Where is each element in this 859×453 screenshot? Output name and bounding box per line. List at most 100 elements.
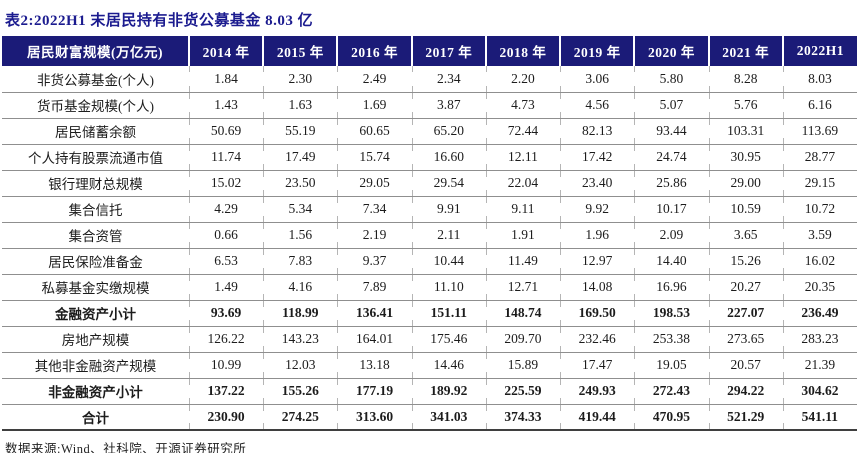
value-cell: 10.59 [708,196,783,223]
value-cell: 2.19 [337,222,412,249]
value-cell: 113.69 [782,118,857,145]
value-cell: 29.00 [708,170,783,197]
value-cell: 419.44 [560,404,635,431]
row-label: 其他非金融资产规模 [2,352,189,379]
value-cell: 3.59 [782,222,857,249]
row-label: 集合资管 [2,222,189,249]
value-cell: 2.20 [485,66,561,93]
value-cell: 209.70 [485,326,561,353]
value-cell: 82.13 [560,118,635,145]
value-cell: 1.96 [560,222,635,249]
value-cell: 283.23 [782,326,857,353]
value-cell: 225.59 [485,378,561,405]
value-cell: 30.95 [708,144,783,171]
value-cell: 1.69 [337,92,412,119]
row-label: 居民储蓄余额 [2,118,189,145]
value-cell: 155.26 [263,378,338,405]
col-header-year: 2018 年 [484,36,561,66]
value-cell: 470.95 [634,404,709,431]
value-cell: 304.62 [782,378,857,405]
row-label: 非货公募基金(个人) [2,66,189,93]
value-cell: 521.29 [708,404,783,431]
table-row: 居民保险准备金 6.53 7.83 9.37 10.44 11.49 12.97 14.40 1… [2,248,857,275]
value-cell: 9.92 [560,196,635,223]
table-row: 其他非金融资产规模 10.99 12.03 13.18 14.46 15.89 17.47 1… [2,352,857,379]
value-cell: 22.04 [485,170,561,197]
value-cell: 93.69 [189,300,264,327]
value-cell: 28.77 [782,144,857,171]
value-cell: 12.03 [263,352,338,379]
value-cell: 8.03 [782,66,857,93]
value-cell: 11.74 [189,144,264,171]
value-cell: 20.35 [782,274,857,301]
col-header-year: 2020 年 [633,36,709,66]
value-cell: 151.11 [411,300,486,327]
value-cell: 2.11 [411,222,486,249]
value-cell: 4.56 [560,92,635,119]
value-cell: 175.46 [411,326,486,353]
col-header-metric: 居民财富规模(万亿元) [2,36,189,66]
value-cell: 4.29 [189,196,264,223]
value-cell: 11.10 [411,274,486,301]
value-cell: 10.17 [634,196,709,223]
row-label: 非金融资产小计 [2,378,189,405]
value-cell: 143.23 [263,326,338,353]
table-row: 房地产规模 126.22 143.23 164.01 175.46 209.70 232.4… [2,326,857,353]
col-header-year: 2019 年 [559,36,635,66]
value-cell: 5.34 [263,196,338,223]
col-header-year: 2016 年 [336,36,412,66]
value-cell: 7.83 [263,248,338,275]
value-cell: 14.40 [634,248,709,275]
value-cell: 93.44 [634,118,709,145]
col-header-year: 2015 年 [262,36,338,66]
row-label: 银行理财总规模 [2,170,189,197]
value-cell: 236.49 [782,300,857,327]
value-cell: 17.49 [263,144,338,171]
col-header-year: 2021 年 [707,36,783,66]
value-cell: 5.76 [708,92,783,119]
value-cell: 313.60 [337,404,412,431]
value-cell: 249.93 [560,378,635,405]
value-cell: 25.86 [634,170,709,197]
value-cell: 17.47 [560,352,635,379]
value-cell: 3.06 [560,66,635,93]
resident-wealth-table: 居民财富规模(万亿元) 2014 年 2015 年 2016 年 2017 年 2018 … [2,36,857,431]
table-row: 非金融资产小计 137.22 155.26 177.19 189.92 225.59 249… [2,378,857,405]
value-cell: 16.02 [782,248,857,275]
value-cell: 23.50 [263,170,338,197]
value-cell: 6.16 [782,92,857,119]
table-row: 居民储蓄余额 50.69 55.19 60.65 65.20 72.44 82.13 93.4… [2,118,857,145]
table-row: 集合信托 4.29 5.34 7.34 9.91 9.11 9.92 10.17 10.59 10… [2,196,857,223]
value-cell: 294.22 [708,378,783,405]
value-cell: 10.44 [411,248,486,275]
data-source: 数据来源:Wind、社科院、开源证券研究所 [5,442,247,453]
value-cell: 103.31 [708,118,783,145]
value-cell: 164.01 [337,326,412,353]
value-cell: 14.46 [411,352,486,379]
value-cell: 5.07 [634,92,709,119]
row-label: 金融资产小计 [2,300,189,327]
value-cell: 6.53 [189,248,264,275]
value-cell: 8.28 [708,66,783,93]
row-label: 私募基金实缴规模 [2,274,189,301]
value-cell: 272.43 [634,378,709,405]
value-cell: 15.74 [337,144,412,171]
table-title: 表2:2022H1 末居民持有非货公募基金 8.03 亿 [5,13,314,29]
value-cell: 136.41 [337,300,412,327]
value-cell: 253.38 [634,326,709,353]
value-cell: 7.34 [337,196,412,223]
value-cell: 29.54 [411,170,486,197]
value-cell: 4.16 [263,274,338,301]
value-cell: 274.25 [263,404,338,431]
table-row: 非货公募基金(个人) 1.84 2.30 2.49 2.34 2.20 3.06 5.80 8.… [2,66,857,93]
value-cell: 118.99 [263,300,338,327]
value-cell: 1.43 [189,92,264,119]
value-cell: 0.66 [189,222,264,249]
value-cell: 7.89 [337,274,412,301]
value-cell: 12.11 [485,144,561,171]
table-row: 银行理财总规模 15.02 23.50 29.05 29.54 22.04 23.40 25.… [2,170,857,197]
value-cell: 1.63 [263,92,338,119]
table-row: 货币基金规模(个人) 1.43 1.63 1.69 3.87 4.73 4.56 5.07 5.… [2,92,857,119]
value-cell: 2.09 [634,222,709,249]
value-cell: 16.96 [634,274,709,301]
